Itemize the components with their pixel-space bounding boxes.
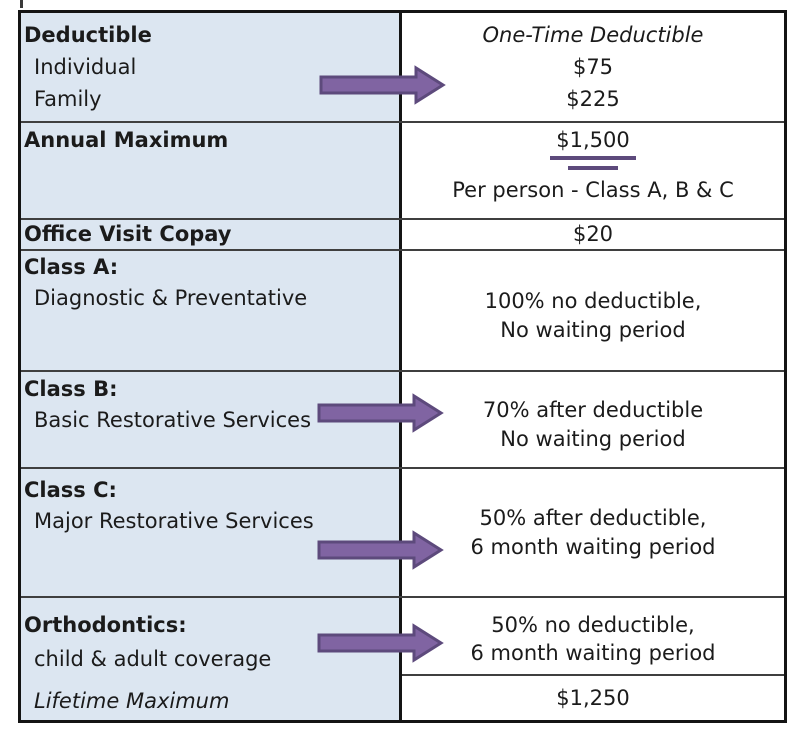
benefits-table: Deductible Individual Family One-Time De… bbox=[18, 10, 787, 723]
row-annual-maximum: Annual Maximum $1,500 Per person - Class… bbox=[21, 123, 784, 220]
deductible-value-cell: One-Time Deductible $75 $225 bbox=[402, 13, 784, 121]
class-c-coverage-line1: 50% after deductible, bbox=[479, 505, 707, 530]
class-a-coverage-line1: 100% no deductible, bbox=[484, 288, 702, 313]
class-b-coverage-line2: No waiting period bbox=[500, 426, 686, 451]
one-time-deductible-header: One-Time Deductible bbox=[482, 23, 704, 47]
stray-mark bbox=[20, 0, 23, 8]
deductible-title: Deductible bbox=[24, 23, 152, 47]
orthodontics-title: Orthodontics: bbox=[24, 613, 187, 637]
deductible-family-label: Family bbox=[34, 87, 102, 111]
office-visit-copay-value: $20 bbox=[572, 222, 614, 246]
deductible-individual-label: Individual bbox=[34, 55, 137, 79]
orthodontics-value-cell: 50% no deductible, 6 month waiting perio… bbox=[402, 598, 784, 720]
row-deductible: Deductible Individual Family One-Time De… bbox=[21, 13, 784, 123]
class-b-title: Class B: bbox=[24, 377, 118, 401]
lifetime-maximum-value-subcell: $1,250 bbox=[402, 676, 784, 720]
arrow-right-icon-deductible bbox=[319, 65, 446, 105]
class-c-label-cell: Class C: Major Restorative Services bbox=[21, 469, 402, 596]
class-b-value-cell: 70% after deductible No waiting period bbox=[402, 372, 784, 467]
annual-maximum-label-cell: Annual Maximum bbox=[21, 123, 402, 218]
lifetime-maximum-value: $1,250 bbox=[556, 686, 630, 710]
row-office-visit-copay: Office Visit Copay $20 bbox=[21, 220, 784, 251]
deductible-label-cell: Deductible Individual Family bbox=[21, 13, 402, 121]
orthodontics-coverage-line1: 50% no deductible, bbox=[491, 612, 695, 637]
annual-maximum-value: $1,500 bbox=[556, 128, 630, 152]
office-visit-copay-value-cell: $20 bbox=[402, 220, 784, 249]
deductible-family-value: $225 bbox=[566, 87, 620, 111]
orthodontics-coverage-subcell: 50% no deductible, 6 month waiting perio… bbox=[402, 598, 784, 676]
class-a-title: Class A: bbox=[24, 255, 119, 279]
class-a-value-cell: 100% no deductible, No waiting period bbox=[402, 251, 784, 370]
lifetime-maximum-label: Lifetime Maximum bbox=[34, 689, 230, 713]
arrow-right-icon-class-b bbox=[317, 393, 444, 433]
class-c-value-cell: 50% after deductible, 6 month waiting pe… bbox=[402, 469, 784, 596]
arrow-right-icon-class-c bbox=[317, 530, 444, 570]
class-a-label-cell: Class A: Diagnostic & Preventative bbox=[21, 251, 402, 370]
class-c-title: Class C: bbox=[24, 478, 117, 502]
class-b-coverage-line1: 70% after deductible bbox=[482, 397, 704, 422]
purple-underline-long bbox=[550, 156, 636, 160]
row-class-a: Class A: Diagnostic & Preventative 100% … bbox=[21, 251, 784, 372]
orthodontics-value-wrap: 50% no deductible, 6 month waiting perio… bbox=[402, 598, 784, 720]
class-b-subtitle: Basic Restorative Services bbox=[34, 408, 312, 432]
office-visit-copay-title: Office Visit Copay bbox=[24, 222, 232, 246]
class-c-coverage-line2: 6 month waiting period bbox=[470, 534, 716, 559]
deductible-individual-value: $75 bbox=[572, 55, 614, 79]
row-class-c: Class C: Major Restorative Services 50% … bbox=[21, 469, 784, 598]
orthodontics-coverage-line2: 6 month waiting period bbox=[470, 640, 716, 665]
annual-maximum-title: Annual Maximum bbox=[24, 128, 229, 152]
purple-underline-short bbox=[568, 166, 618, 170]
orthodontics-label-cell: Orthodontics: child & adult coverage Lif… bbox=[21, 598, 402, 720]
orthodontics-subtitle: child & adult coverage bbox=[34, 647, 272, 671]
class-c-subtitle: Major Restorative Services bbox=[34, 509, 314, 533]
row-orthodontics: Orthodontics: child & adult coverage Lif… bbox=[21, 598, 784, 720]
class-a-subtitle: Diagnostic & Preventative bbox=[34, 286, 308, 310]
annual-maximum-note: Per person - Class A, B & C bbox=[452, 178, 734, 202]
class-a-coverage-line2: No waiting period bbox=[500, 317, 686, 342]
annual-maximum-value-cell: $1,500 Per person - Class A, B & C bbox=[402, 123, 784, 218]
office-visit-copay-label-cell: Office Visit Copay bbox=[21, 220, 402, 249]
arrow-right-icon-orthodontics bbox=[317, 623, 444, 663]
